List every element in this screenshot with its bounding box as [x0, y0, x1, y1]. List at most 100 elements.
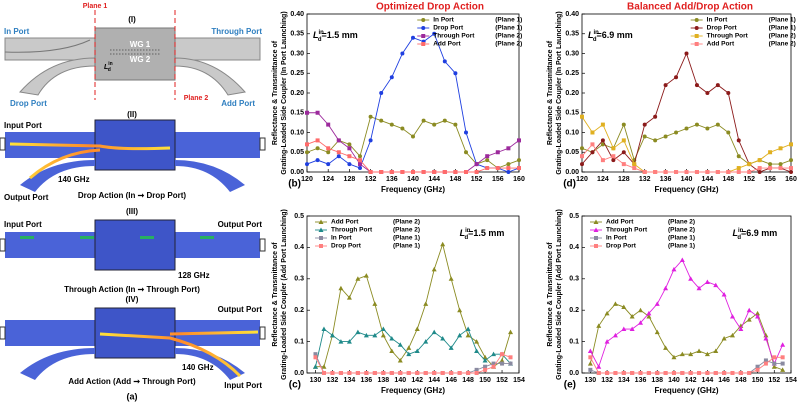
x-tick-label: 120	[576, 176, 588, 183]
marker	[457, 307, 463, 313]
marker	[789, 170, 793, 174]
marker	[736, 166, 741, 171]
legend-note: (Plane 1)	[495, 17, 522, 24]
marker	[588, 367, 593, 372]
marker	[771, 364, 777, 369]
marker	[305, 162, 309, 167]
marker	[642, 122, 647, 127]
marker	[380, 332, 386, 338]
freq-label: 140 GHz	[58, 175, 90, 184]
annotation: Lin d=1.5 mm	[313, 30, 358, 43]
annotation-text: =6.9 mm	[741, 228, 777, 238]
marker	[747, 170, 752, 174]
legend-note: (Plane 1)	[668, 235, 695, 242]
x-tick-label: 156	[492, 176, 504, 183]
marker	[500, 352, 505, 357]
marker	[491, 351, 497, 357]
x-tick-label: 138	[651, 377, 663, 384]
marker	[315, 110, 320, 115]
marker	[780, 367, 786, 372]
annotation-sub: d	[737, 235, 741, 241]
step-label: (III)	[126, 207, 138, 216]
marker	[380, 326, 386, 332]
annotation: Lin d=1.5 mm	[460, 228, 505, 241]
marker	[632, 162, 637, 167]
legend-note: (Plane 1)	[393, 243, 420, 250]
series-line	[589, 356, 783, 374]
marker	[517, 158, 521, 163]
marker	[630, 371, 635, 375]
marker	[697, 371, 702, 375]
legend-label: In Port	[707, 17, 728, 24]
marker	[705, 371, 710, 375]
marker	[347, 371, 352, 375]
legend-label: Drop Port	[433, 25, 464, 32]
sub: d	[108, 67, 111, 73]
marker	[600, 142, 605, 147]
marker	[421, 42, 426, 46]
marker	[363, 332, 369, 338]
marker	[736, 138, 741, 143]
x-tick-label: 136	[660, 176, 672, 183]
legend-label: In Port	[331, 235, 352, 242]
marker	[757, 166, 762, 171]
y-axis-label: Reflectance & Transmittance of	[547, 242, 554, 347]
marker	[600, 122, 605, 127]
marker	[746, 307, 752, 313]
marker	[653, 114, 658, 119]
marker	[379, 118, 384, 123]
marker	[398, 371, 403, 375]
marker	[372, 371, 377, 375]
marker	[674, 130, 679, 135]
marker	[474, 170, 479, 174]
marker	[508, 361, 513, 366]
marker	[590, 130, 595, 135]
marker	[663, 371, 668, 375]
marker	[517, 138, 521, 143]
heading: Optimized Drop Action	[376, 2, 484, 13]
y-axis-label: Grating-Loaded Side Coupler (Add Port La…	[556, 209, 563, 380]
annotation-symbol: L	[588, 30, 594, 40]
marker	[684, 126, 689, 131]
caption: Drop Action (In ➞ Drop Port)	[78, 191, 187, 200]
x-tick-label: 160	[785, 176, 797, 183]
y-tick-label: 0.1	[294, 338, 304, 345]
symbol: L	[104, 64, 108, 71]
marker	[313, 352, 318, 357]
marker	[453, 122, 458, 127]
x-tick-label: 154	[785, 377, 797, 384]
y-axis-label: Reflectance & Transmittance of	[547, 40, 554, 145]
y-tick-label: 0.0	[569, 370, 579, 377]
legend-note: (Plane 1)	[393, 235, 420, 242]
port-label: Input Port	[4, 220, 42, 229]
marker	[415, 371, 420, 375]
x-tick-label: 132	[365, 176, 377, 183]
marker	[757, 170, 762, 174]
marker	[329, 332, 335, 338]
marker	[736, 170, 741, 174]
marker	[621, 150, 626, 155]
marker	[679, 351, 685, 357]
x-tick-label: 136	[635, 377, 647, 384]
marker	[305, 142, 309, 147]
annotation: Lin d=6.9 mm	[588, 30, 633, 43]
marker	[763, 358, 768, 363]
marker	[638, 307, 644, 313]
marker	[671, 354, 677, 360]
marker	[587, 361, 593, 366]
marker	[414, 348, 420, 354]
series-line	[589, 303, 783, 371]
marker	[600, 138, 605, 143]
marker	[755, 367, 760, 372]
legend-note: (Plane 2)	[668, 219, 695, 226]
x-tick-label: 144	[428, 176, 440, 183]
marker	[432, 170, 437, 174]
legend-note: (Plane 2)	[393, 219, 420, 226]
marker	[663, 285, 669, 291]
port-label: Output Port	[218, 305, 263, 314]
port-label: Add Port	[221, 99, 255, 108]
marker	[313, 355, 318, 360]
marker	[696, 285, 702, 291]
legend-label: Add Port	[433, 41, 461, 48]
marker	[326, 122, 331, 127]
